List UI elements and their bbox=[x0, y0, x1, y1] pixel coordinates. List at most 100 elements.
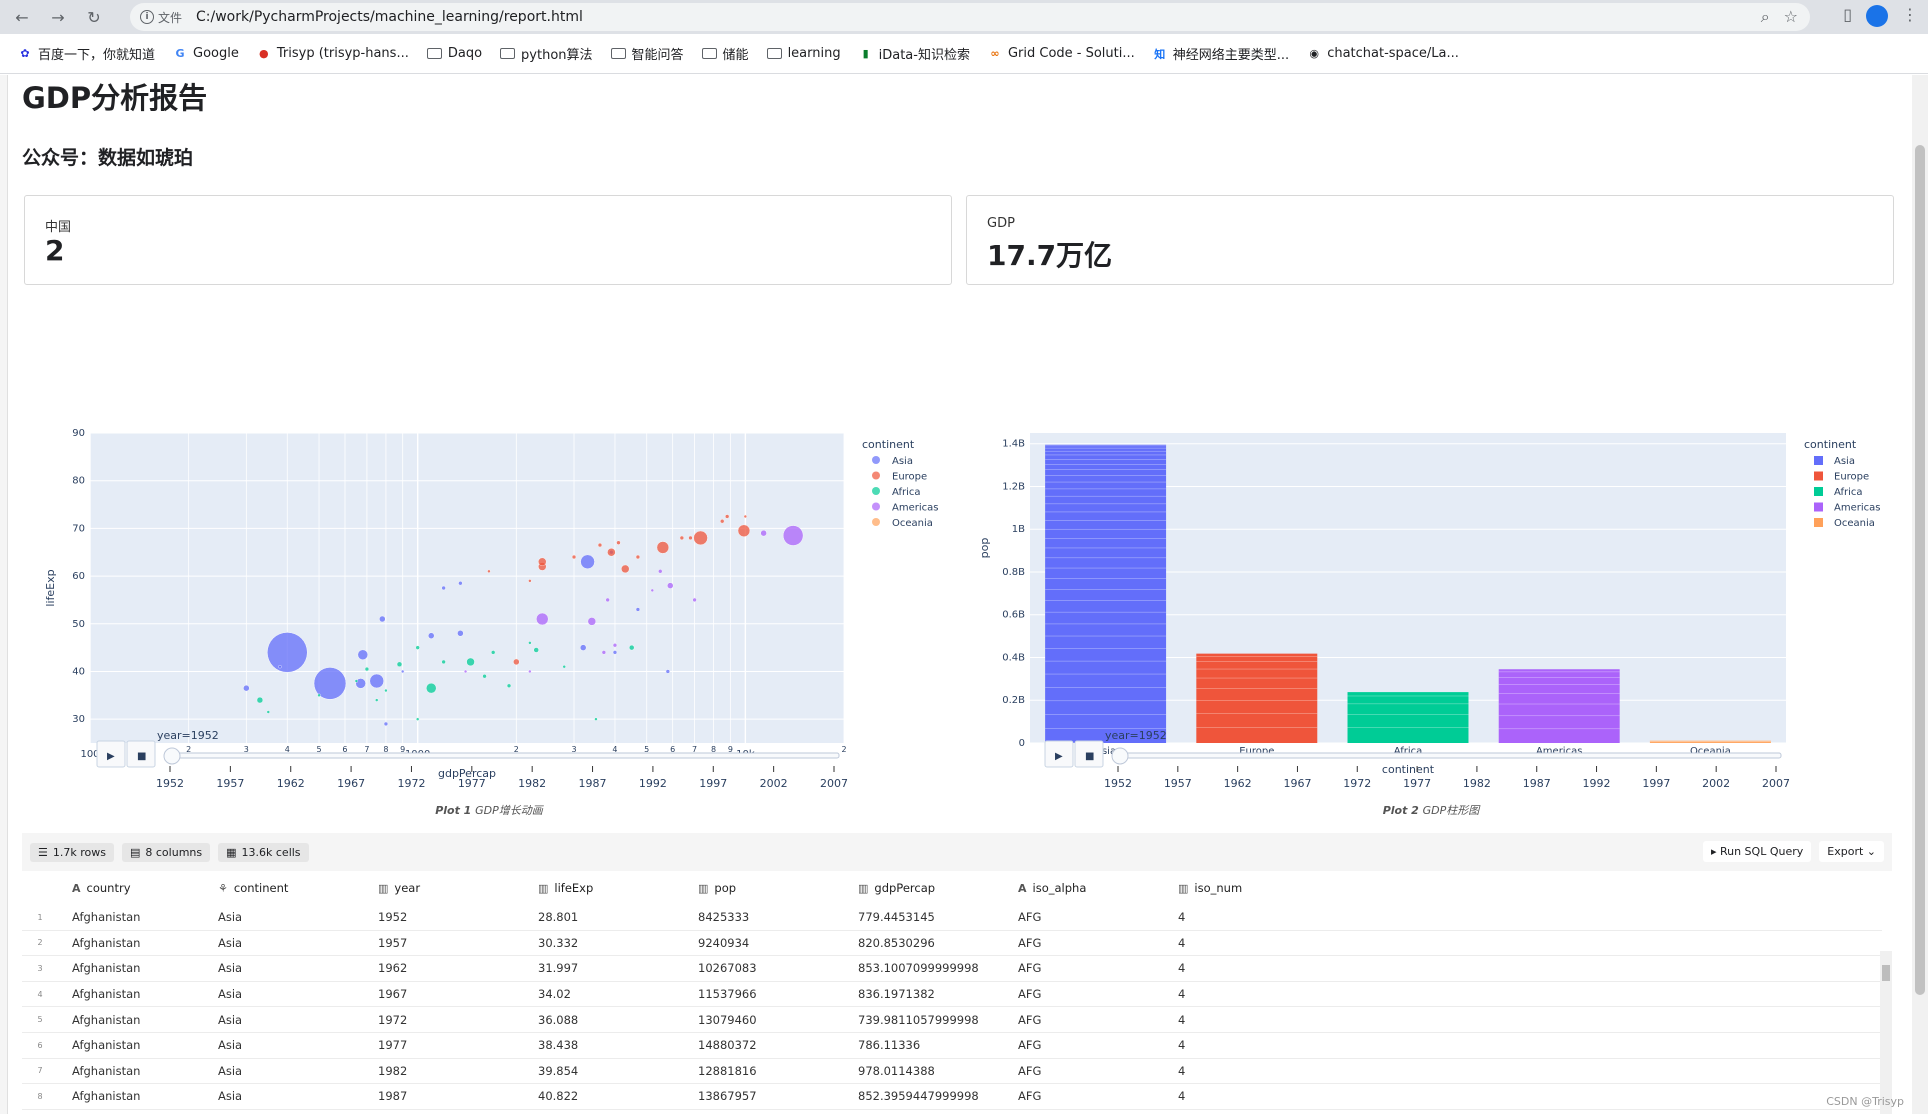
stop-button[interactable] bbox=[126, 740, 156, 768]
table-row[interactable]: 7 Afghanistan Asia 1982 39.854 12881816 978.01… bbox=[22, 1059, 1882, 1085]
slider-handle[interactable] bbox=[1111, 747, 1129, 765]
legend-label[interactable]: Europe bbox=[1834, 472, 1869, 483]
scatter-point[interactable] bbox=[782, 525, 804, 546]
slider-rail[interactable] bbox=[164, 752, 840, 759]
scatter-point[interactable] bbox=[533, 647, 539, 653]
scatter-point[interactable] bbox=[369, 673, 384, 689]
table-cell[interactable]: 4 bbox=[1178, 935, 1186, 950]
bookmark-item[interactable]: ● Trisyp (trisyp-hans... bbox=[257, 46, 409, 61]
table-row[interactable]: 8 Afghanistan Asia 1987 40.822 13867957 852.39… bbox=[22, 1084, 1882, 1110]
legend-label[interactable]: Asia bbox=[1834, 456, 1855, 467]
table-cell[interactable]: 853.1007099999998 bbox=[858, 961, 979, 976]
page-scroll-thumb[interactable] bbox=[1915, 145, 1925, 995]
bookmark-item[interactable]: 储能 bbox=[701, 44, 749, 63]
bookmark-item[interactable]: G Google bbox=[173, 46, 239, 61]
table-cell[interactable]: 4 bbox=[1178, 1038, 1186, 1053]
scatter-point[interactable] bbox=[665, 669, 671, 674]
table-row[interactable]: 3 Afghanistan Asia 1962 31.997 10267083 853.10… bbox=[22, 956, 1882, 982]
scatter-point[interactable] bbox=[427, 632, 435, 639]
scatter-point[interactable] bbox=[579, 644, 587, 651]
reload-icon[interactable]: ↻ bbox=[87, 7, 101, 27]
table-cell[interactable]: 30.332 bbox=[538, 935, 579, 950]
scatter-point[interactable] bbox=[482, 673, 487, 679]
legend-swatch[interactable] bbox=[1814, 456, 1823, 465]
legend-label[interactable]: Oceania bbox=[1834, 518, 1875, 529]
table-cell[interactable]: 978.0114388 bbox=[858, 1063, 935, 1078]
column-header[interactable]: ▥ year bbox=[378, 881, 538, 895]
table-cell[interactable]: Afghanistan bbox=[72, 935, 141, 950]
table-cell[interactable]: 1982 bbox=[378, 1063, 408, 1078]
bar[interactable] bbox=[1196, 653, 1318, 743]
plot-area[interactable] bbox=[90, 433, 844, 743]
forward-icon[interactable]: → bbox=[51, 7, 65, 27]
scatter-point[interactable] bbox=[415, 645, 420, 650]
scatter-point[interactable] bbox=[724, 514, 730, 519]
table-cell[interactable]: 9240934 bbox=[698, 935, 750, 950]
table-cell[interactable]: 4 bbox=[1178, 910, 1186, 925]
scatter-point[interactable] bbox=[760, 529, 767, 537]
side-panel-icon[interactable]: ▯ bbox=[1843, 5, 1852, 24]
table-cell[interactable]: 31.997 bbox=[538, 961, 579, 976]
legend-swatch[interactable] bbox=[1814, 487, 1823, 496]
bar[interactable] bbox=[1045, 444, 1167, 743]
table-cell[interactable]: 1977 bbox=[378, 1038, 408, 1053]
bar[interactable] bbox=[1347, 692, 1469, 743]
table-cell[interactable]: Afghanistan bbox=[72, 961, 141, 976]
scatter-point[interactable] bbox=[693, 530, 708, 546]
table-cell[interactable]: AFG bbox=[1018, 1063, 1042, 1078]
legend-swatch[interactable] bbox=[872, 456, 880, 464]
scatter-point[interactable] bbox=[317, 693, 321, 698]
table-cell[interactable]: Afghanistan bbox=[72, 1012, 141, 1027]
scatter-point[interactable] bbox=[357, 649, 369, 661]
scatter-point[interactable] bbox=[355, 678, 366, 689]
table-cell[interactable]: Asia bbox=[218, 910, 243, 925]
back-icon[interactable]: ← bbox=[15, 7, 29, 27]
table-row[interactable]: 1 Afghanistan Asia 1952 28.801 8425333 779.445… bbox=[22, 905, 1882, 931]
scatter-point[interactable] bbox=[607, 547, 616, 557]
scatter-point[interactable] bbox=[562, 664, 566, 669]
table-cell[interactable]: 14880372 bbox=[698, 1038, 757, 1053]
table-cell[interactable]: 12881816 bbox=[698, 1063, 757, 1078]
scatter-point[interactable] bbox=[650, 588, 655, 593]
table-cell[interactable]: 836.1971382 bbox=[858, 987, 935, 1002]
table-cell[interactable]: AFG bbox=[1018, 1089, 1042, 1104]
table-cell[interactable]: 1952 bbox=[378, 910, 408, 925]
column-header[interactable]: ⚘ continent bbox=[218, 881, 378, 895]
scatter-point[interactable] bbox=[425, 682, 437, 694]
scatter-point[interactable] bbox=[383, 721, 389, 727]
table-cell[interactable]: 1972 bbox=[378, 1012, 408, 1027]
scatter-point[interactable] bbox=[364, 666, 370, 672]
legend-label[interactable]: Africa bbox=[1834, 487, 1863, 498]
scatter-point[interactable] bbox=[605, 597, 610, 603]
site-info[interactable]: i 文件 bbox=[140, 9, 182, 26]
column-header[interactable]: ▥ iso_num bbox=[1178, 881, 1338, 895]
bookmark-item[interactable]: python算法 bbox=[500, 44, 593, 63]
legend-label[interactable]: Americas bbox=[892, 503, 938, 514]
scatter-point[interactable] bbox=[463, 669, 468, 674]
table-cell[interactable]: 38.438 bbox=[538, 1038, 579, 1053]
bookmark-item[interactable]: learning bbox=[766, 46, 841, 61]
table-cell[interactable]: Asia bbox=[218, 1063, 243, 1078]
scatter-point[interactable] bbox=[458, 580, 463, 586]
table-cell[interactable]: 820.8530296 bbox=[858, 935, 935, 950]
table-cell[interactable]: Asia bbox=[218, 1012, 243, 1027]
table-cell[interactable]: Asia bbox=[218, 961, 243, 976]
url-text[interactable]: C:/work/PycharmProjects/machine_learning… bbox=[196, 9, 583, 25]
bookmark-item[interactable]: ◉ chatchat-space/La... bbox=[1307, 46, 1459, 61]
scatter-point[interactable] bbox=[571, 554, 577, 560]
scatter-point[interactable] bbox=[601, 650, 607, 655]
animation-slider[interactable]: ▶ ■ year=1952 1952 1957 1962 1967 1972 1977 1982 1… bbox=[1044, 729, 1790, 790]
table-cell[interactable]: AFG bbox=[1018, 1038, 1042, 1053]
table-cell[interactable]: 28.801 bbox=[538, 910, 579, 925]
table-cell[interactable]: 1987 bbox=[378, 1089, 408, 1104]
legend-swatch[interactable] bbox=[1814, 471, 1823, 481]
scatter-point[interactable] bbox=[487, 569, 491, 574]
bookmark-item[interactable]: 智能问答 bbox=[610, 44, 684, 63]
table-cell[interactable]: 13867957 bbox=[698, 1089, 757, 1104]
scatter-point[interactable] bbox=[597, 542, 603, 548]
table-cell[interactable]: 786.11336 bbox=[858, 1038, 921, 1053]
table-cell[interactable]: 4 bbox=[1178, 961, 1186, 976]
scatter-point[interactable] bbox=[635, 554, 641, 560]
bookmark-item[interactable]: ∞ Grid Code - Soluti... bbox=[988, 46, 1134, 61]
